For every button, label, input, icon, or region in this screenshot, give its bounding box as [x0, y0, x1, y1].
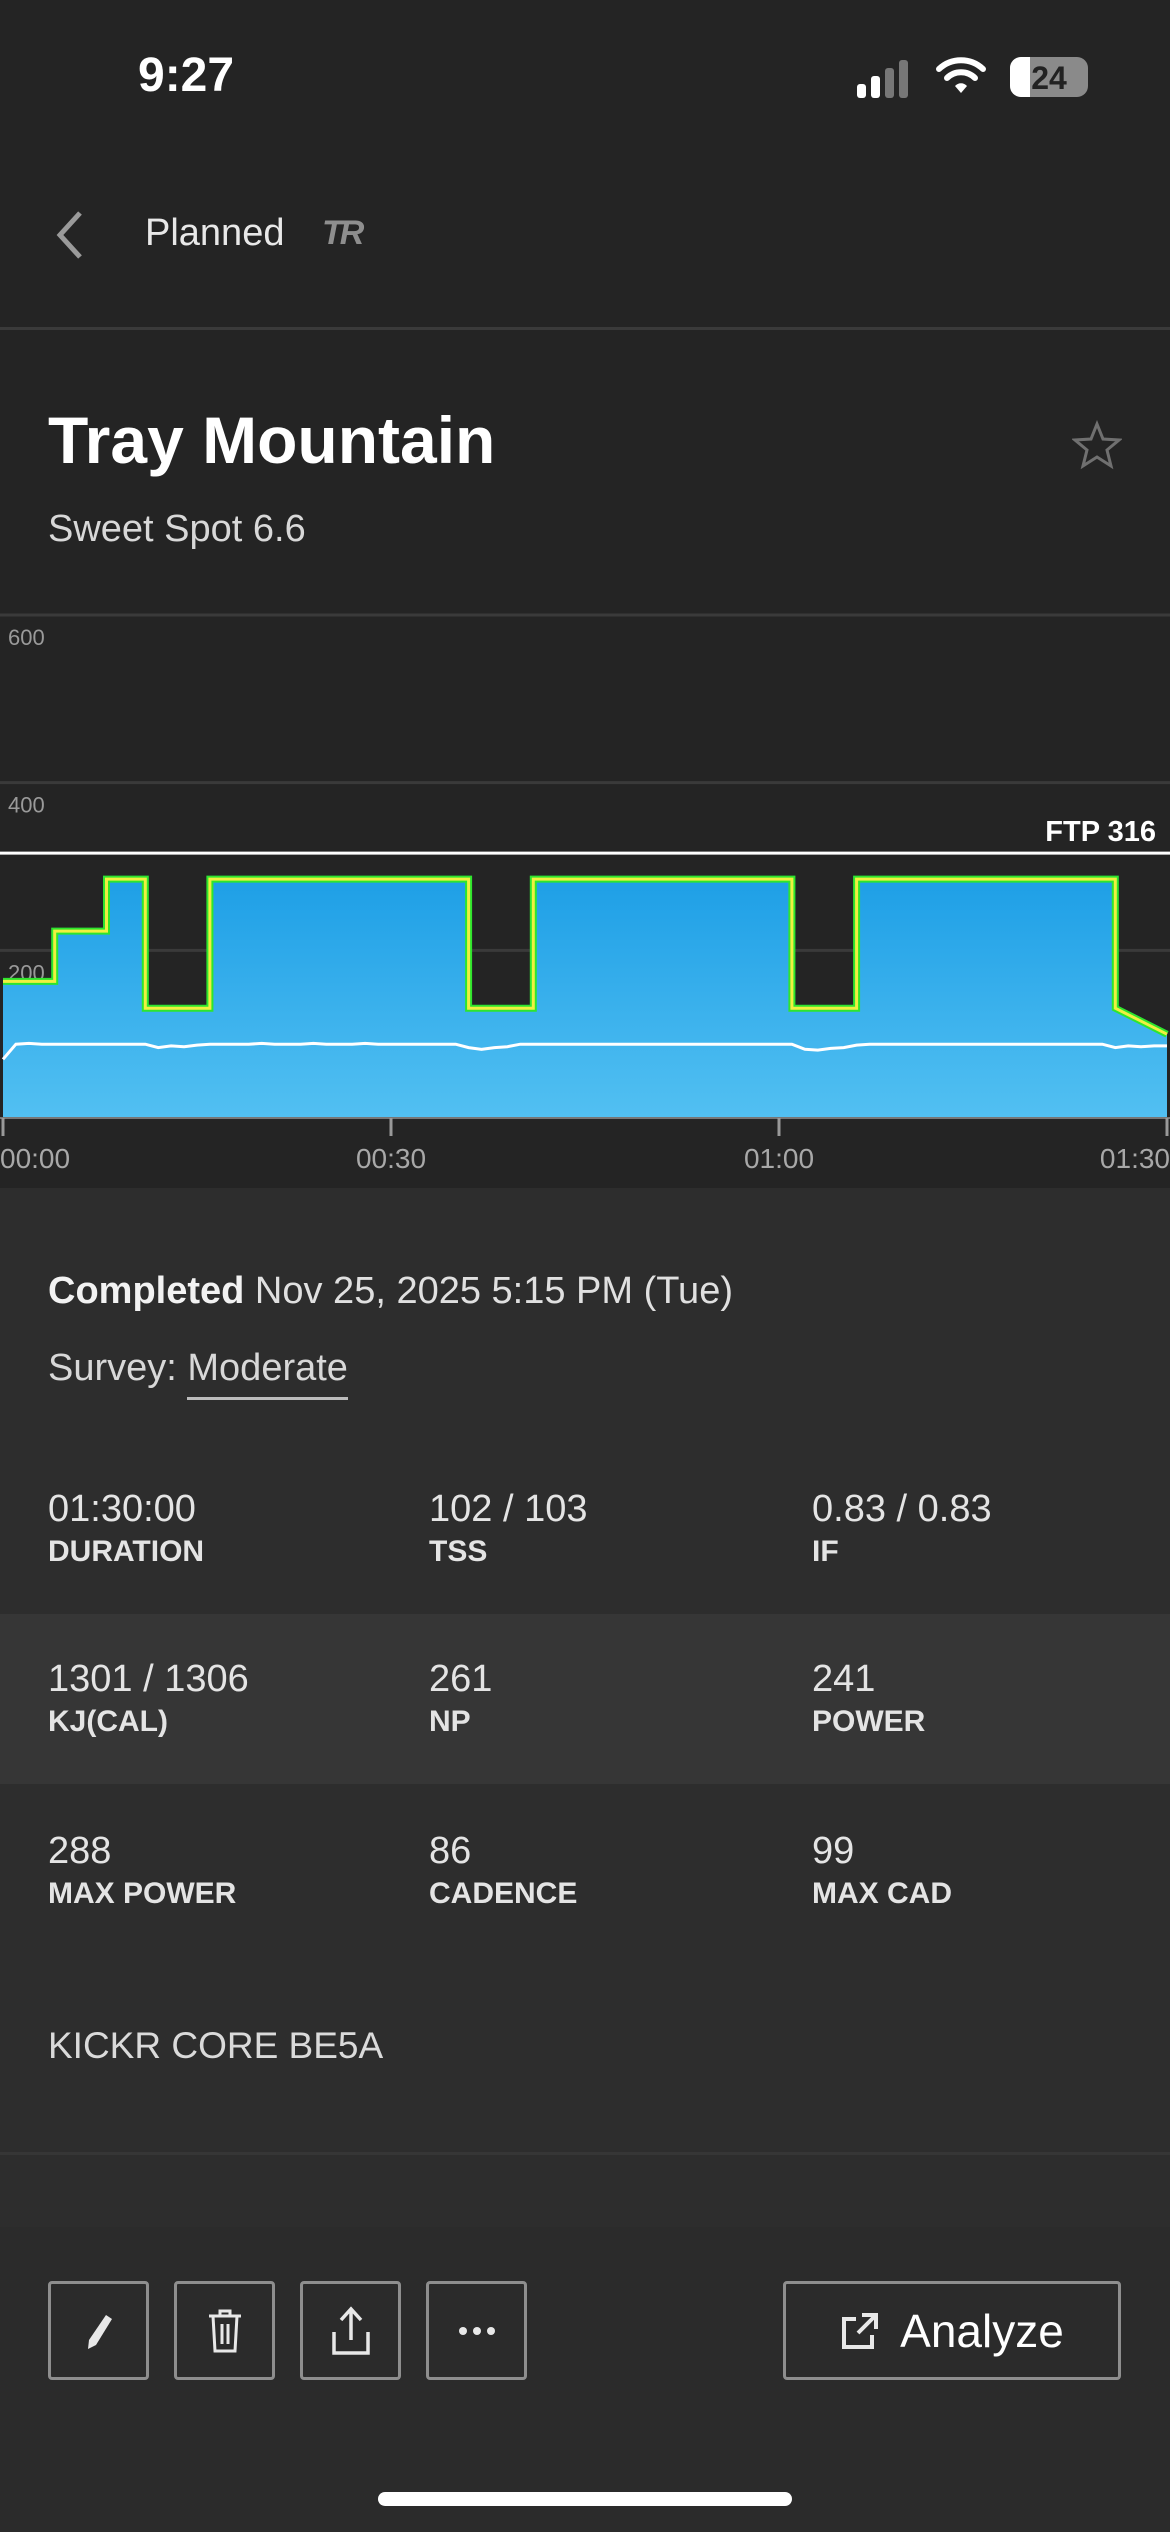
completed-label: Completed: [48, 1270, 245, 1312]
survey-label: Survey:: [48, 1347, 177, 1389]
completed-date: Nov 25, 2025 5:15 PM (Tue): [254, 1270, 733, 1312]
stat-label: IF: [812, 1535, 839, 1568]
stat-value: 86: [429, 1830, 472, 1872]
stat-label: TSS: [429, 1535, 488, 1568]
stat-label: POWER: [812, 1705, 926, 1738]
share-icon: [331, 2305, 370, 2355]
y-tick-label: 600: [8, 625, 45, 650]
x-tick-label: 01:30: [1100, 1143, 1170, 1174]
delete-button[interactable]: [174, 2281, 275, 2380]
share-button[interactable]: [300, 2281, 401, 2380]
stat-label: NP: [429, 1705, 471, 1738]
workout-subtitle: Sweet Spot 6.6: [48, 508, 306, 550]
trainerroad-logo: TR: [322, 214, 364, 252]
divider: [0, 327, 1170, 330]
stat-label: DURATION: [48, 1535, 205, 1568]
more-dots-icon: [458, 2326, 495, 2335]
stat-value: 261: [429, 1658, 493, 1700]
stat-kj-cal: 1301 / 1306 KJ(CAL): [48, 1658, 249, 1739]
actual-power-line: [3, 877, 1168, 1036]
planned-power-area: [3, 879, 1167, 1118]
device-name: KICKR CORE BE5A: [48, 2025, 384, 2066]
stat-value: 102 / 103: [429, 1488, 588, 1530]
stat-value: 0.83 / 0.83: [812, 1488, 992, 1530]
completed-info: Completed Nov 25, 2025 5:15 PM (Tue): [48, 1270, 733, 1313]
back-chevron-icon[interactable]: [50, 205, 90, 265]
stat-label: CADENCE: [429, 1877, 578, 1910]
y-tick-label: 400: [8, 793, 45, 818]
stat-value: 288: [48, 1830, 112, 1872]
pencil-icon: [87, 2314, 112, 2349]
more-button[interactable]: [426, 2281, 527, 2380]
analyze-label: Analyze: [900, 2304, 1064, 2357]
stat-np: 261 NP: [429, 1658, 492, 1739]
workout-title: Tray Mountain: [48, 403, 496, 477]
stat-value: 241: [812, 1658, 876, 1700]
edit-button[interactable]: [48, 2281, 149, 2380]
wifi-icon: [936, 57, 986, 93]
ftp-label: FTP 316: [1045, 816, 1156, 848]
divider: [0, 2152, 1170, 2155]
x-tick-label: 00:30: [356, 1143, 426, 1174]
analyze-button[interactable]: Analyze: [783, 2281, 1121, 2380]
cellular-signal-icon: [857, 60, 908, 98]
stat-duration: 01:30:00 DURATION: [48, 1488, 204, 1569]
survey-info: Survey: Moderate: [48, 1347, 348, 1400]
external-link-icon: [842, 2312, 879, 2349]
stat-max-cad: 99 MAX CAD: [812, 1830, 952, 1911]
favorite-star-icon[interactable]: [1072, 420, 1122, 470]
stat-value: 99: [812, 1830, 855, 1872]
stat-cadence: 86 CADENCE: [429, 1830, 577, 1911]
stats-row-highlight: [0, 1614, 1170, 1784]
stat-label: MAX CAD: [812, 1877, 952, 1910]
survey-value-link[interactable]: Moderate: [187, 1347, 348, 1400]
home-indicator[interactable]: [378, 2492, 792, 2506]
battery-icon: 24: [1010, 57, 1088, 97]
back-button-label[interactable]: Planned: [145, 212, 285, 254]
stat-max-power: 288 MAX POWER: [48, 1830, 236, 1911]
stat-tss: 102 / 103 TSS: [429, 1488, 587, 1569]
stat-value: 01:30:00: [48, 1488, 196, 1530]
trash-icon: [208, 2309, 241, 2352]
cadence-line: [1, 1041, 1167, 1061]
stat-power: 241 POWER: [812, 1658, 925, 1739]
stat-label: MAX POWER: [48, 1877, 237, 1910]
x-tick-label: 01:00: [744, 1143, 814, 1174]
stat-value: 1301 / 1306: [48, 1658, 249, 1700]
stat-label: KJ(CAL): [48, 1705, 168, 1738]
status-time: 9:27: [138, 49, 235, 102]
x-tick-label: 00:00: [0, 1143, 70, 1174]
stat-if: 0.83 / 0.83 IF: [812, 1488, 992, 1569]
